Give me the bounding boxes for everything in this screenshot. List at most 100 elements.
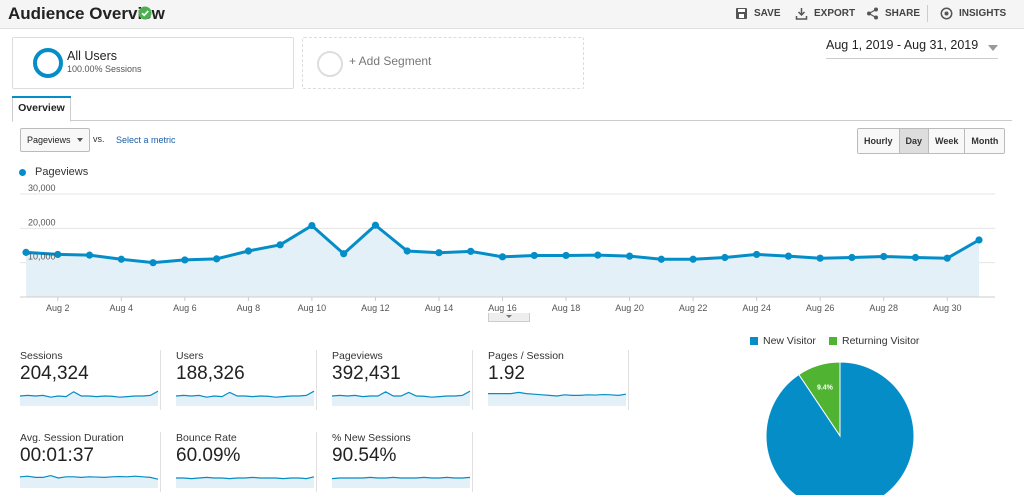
granularity-week[interactable]: Week: [929, 129, 966, 153]
x-tick-label: Aug 4: [110, 303, 134, 313]
data-point[interactable]: [816, 254, 824, 262]
date-range-picker[interactable]: Aug 1, 2019 - Aug 31, 2019: [826, 38, 998, 59]
data-point[interactable]: [625, 252, 634, 260]
data-point[interactable]: [848, 253, 856, 262]
data-point[interactable]: [689, 255, 697, 263]
pie-legend-returning: Returning Visitor: [829, 335, 919, 347]
x-tick-label: Aug 16: [488, 303, 517, 313]
sparkline: [20, 474, 159, 488]
metric-card[interactable]: Avg. Session Duration 00:01:37: [20, 432, 161, 492]
data-point[interactable]: [435, 249, 443, 257]
metric-card[interactable]: % New Sessions 90.54%: [332, 432, 473, 492]
metric-card[interactable]: Pages / Session 1.92: [488, 350, 629, 410]
data-point[interactable]: [308, 221, 316, 230]
data-point[interactable]: [85, 251, 94, 259]
sparkline: [332, 390, 471, 406]
data-point[interactable]: [54, 250, 62, 259]
pie-legend-label: Returning Visitor: [842, 335, 920, 347]
data-point[interactable]: [371, 221, 380, 229]
export-button[interactable]: EXPORT: [795, 7, 855, 20]
tab-accent: [12, 96, 71, 98]
data-point[interactable]: [244, 247, 252, 255]
metric-label: % New Sessions: [332, 432, 411, 444]
x-tick-label: Aug 24: [742, 303, 771, 313]
data-point[interactable]: [149, 259, 157, 267]
sparkline: [488, 391, 627, 406]
metric-card[interactable]: Pageviews 392,431: [332, 350, 473, 410]
pageviews-chart[interactable]: 30,000 20,000 10,000 Aug 2 Aug 4 Aug 6 Aug 8 Au…: [0, 180, 1000, 315]
pie-slice-label: 9.4%: [817, 384, 834, 391]
y-tick-label: 20,000: [28, 217, 56, 227]
save-label: SAVE: [754, 8, 781, 19]
x-tick-label: Aug 2: [46, 303, 70, 313]
x-tick-label: Aug 30: [933, 303, 962, 313]
share-button[interactable]: SHARE: [866, 7, 920, 20]
data-point[interactable]: [181, 256, 189, 264]
tab-divider: [12, 120, 1012, 121]
segment-name: All Users: [67, 49, 118, 63]
sparkline: [176, 476, 315, 488]
data-point[interactable]: [467, 247, 475, 255]
pie-slice[interactable]: [765, 361, 915, 495]
metric-label: Users: [176, 350, 204, 362]
sparkline: [332, 476, 471, 488]
legend-swatch: [19, 169, 26, 176]
sparkline: [20, 390, 159, 406]
data-point[interactable]: [943, 254, 951, 262]
insights-button[interactable]: INSIGHTS: [940, 7, 1006, 20]
chart-resize-handle[interactable]: [488, 313, 530, 322]
page-title: Audience Overview: [8, 4, 165, 23]
data-point[interactable]: [340, 250, 348, 258]
data-point[interactable]: [213, 255, 221, 263]
data-point[interactable]: [403, 247, 411, 255]
data-point[interactable]: [22, 248, 30, 256]
top-bar: Audience Overview SAVE EXPORT SHARE INSI…: [0, 0, 1024, 29]
insights-label: INSIGHTS: [959, 8, 1007, 19]
segment-all-users[interactable]: All Users 100.00% Sessions: [12, 37, 294, 89]
legend-label: Pageviews: [35, 166, 89, 178]
data-point[interactable]: [784, 252, 793, 260]
metric-card[interactable]: Bounce Rate 60.09%: [176, 432, 317, 492]
add-segment-button[interactable]: + Add Segment: [302, 37, 584, 89]
visitor-pie-chart[interactable]: 9.4%: [760, 355, 920, 495]
metric-card[interactable]: Users 188,326: [176, 350, 317, 410]
data-point[interactable]: [911, 253, 920, 262]
export-label: EXPORT: [814, 8, 856, 19]
granularity-day[interactable]: Day: [899, 129, 930, 153]
granularity-month[interactable]: Month: [965, 129, 1005, 153]
data-point[interactable]: [562, 251, 570, 260]
select-metric-link[interactable]: Select a metric: [116, 135, 176, 145]
granularity-hourly[interactable]: Hourly: [858, 129, 900, 153]
data-point[interactable]: [498, 253, 507, 261]
metric-card[interactable]: Sessions 204,324: [20, 350, 161, 410]
data-point[interactable]: [276, 241, 284, 249]
metric-label: Avg. Session Duration: [20, 432, 124, 444]
segment-color-icon: [33, 48, 63, 78]
data-point[interactable]: [530, 251, 538, 260]
data-point[interactable]: [117, 255, 125, 263]
metric-dropdown[interactable]: Pageviews: [20, 128, 90, 152]
save-button[interactable]: SAVE: [735, 7, 781, 20]
metric-label: Bounce Rate: [176, 432, 237, 444]
data-point[interactable]: [721, 253, 729, 262]
data-point[interactable]: [594, 251, 602, 259]
vs-label: vs.: [93, 134, 105, 144]
share-icon: [867, 7, 878, 20]
metric-value: 1.92: [488, 363, 525, 384]
share-label: SHARE: [885, 8, 921, 19]
metric-value: 392,431: [332, 363, 401, 384]
date-range-label: Aug 1, 2019 - Aug 31, 2019: [826, 38, 979, 52]
data-point[interactable]: [975, 236, 983, 244]
chevron-down-icon: [988, 45, 998, 51]
tab-overview[interactable]: Overview: [12, 96, 71, 122]
data-point[interactable]: [753, 250, 761, 259]
x-tick-label: Aug 10: [298, 303, 327, 313]
add-segment-label: + Add Segment: [349, 54, 432, 68]
x-tick-label: Aug 12: [361, 303, 390, 313]
data-point[interactable]: [657, 255, 665, 263]
x-tick-label: Aug 28: [869, 303, 898, 313]
y-tick-label: 30,000: [28, 183, 56, 193]
x-tick-label: Aug 20: [615, 303, 644, 313]
x-tick-label: Aug 8: [237, 303, 261, 313]
data-point[interactable]: [880, 252, 888, 261]
